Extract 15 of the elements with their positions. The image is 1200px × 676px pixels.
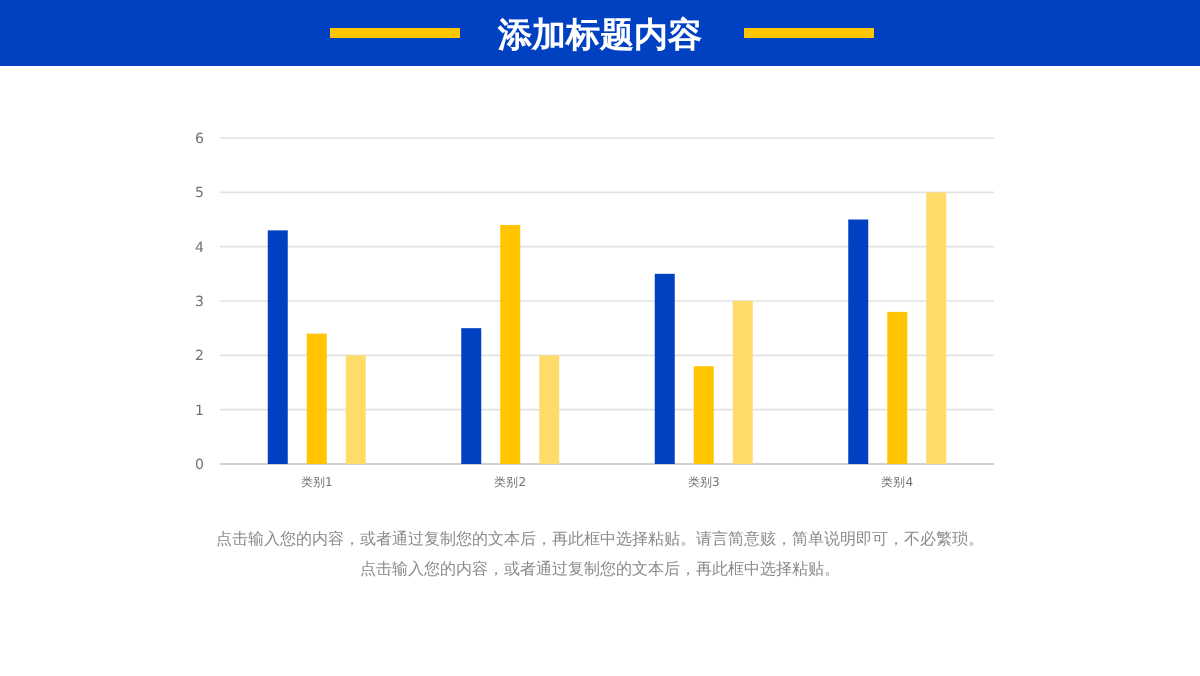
bar <box>306 333 327 464</box>
bar <box>267 230 288 464</box>
bar <box>500 224 521 464</box>
text: 点击输入您的内容，或者通过复制您的文本后，再此框中选择粘贴。 <box>360 560 840 578</box>
bar <box>926 192 947 464</box>
bar <box>848 219 869 464</box>
chart-title: 添加标题内容 <box>496 16 702 56</box>
bar <box>887 311 908 464</box>
text: 点击输入您的内容，或者通过复制您的文本后，再此框中选择粘贴。请言简意赅，简单说明即可，不必繁琐。 <box>216 530 984 548</box>
bar <box>654 273 675 464</box>
bar <box>461 328 482 464</box>
bar <box>693 366 714 464</box>
bar <box>732 301 753 464</box>
bar <box>539 355 560 464</box>
bar <box>345 355 366 464</box>
